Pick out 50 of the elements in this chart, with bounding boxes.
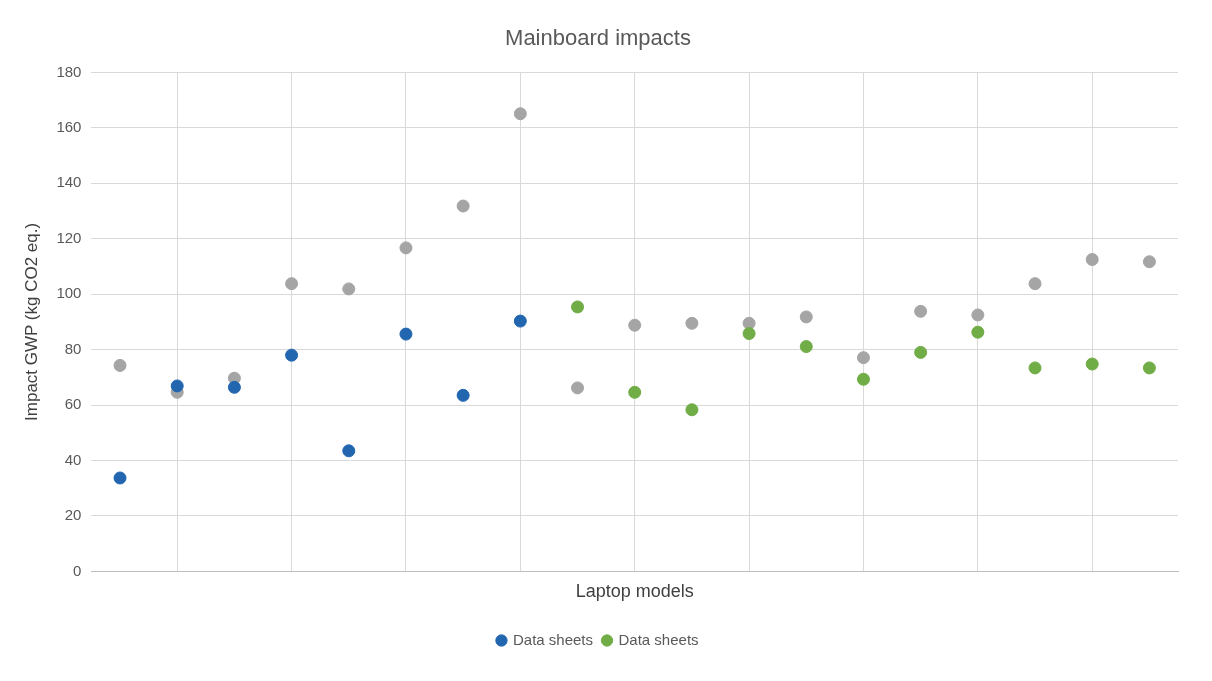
- point: [685, 403, 699, 417]
- point: [285, 277, 299, 291]
- point: [456, 199, 470, 213]
- x-axis-title: Laptop models: [575, 581, 694, 602]
- y-tick-label: 60: [64, 395, 82, 413]
- y-tick-label: 160: [56, 117, 82, 135]
- point: [399, 327, 413, 341]
- y-axis-title: Impact GWP (kg CO2 eq.): [21, 222, 41, 421]
- point: [342, 282, 356, 296]
- point: [914, 304, 928, 318]
- y-tick-label: 140: [56, 173, 82, 191]
- y-tick-label: 20: [64, 506, 82, 524]
- point: [742, 327, 756, 341]
- point: [571, 300, 585, 314]
- point: [170, 379, 184, 393]
- point: [914, 345, 928, 359]
- point: [1028, 361, 1042, 375]
- point: [971, 325, 985, 339]
- point: [513, 314, 527, 328]
- legend-label: Data sheets: [618, 630, 699, 648]
- point: [1028, 277, 1042, 291]
- point: [513, 107, 527, 121]
- point: [456, 388, 470, 402]
- point: [285, 348, 299, 362]
- point: [628, 318, 642, 332]
- point: [799, 340, 813, 354]
- point: [113, 471, 127, 485]
- y-tick-label: 180: [56, 62, 82, 80]
- point: [971, 308, 985, 322]
- point: [399, 241, 413, 255]
- y-tick-label: 80: [64, 339, 82, 357]
- point: [571, 381, 585, 395]
- chart-title: Mainboard impacts: [505, 25, 691, 51]
- y-tick-label: 100: [56, 284, 82, 302]
- point: [113, 358, 127, 372]
- point: [227, 380, 241, 394]
- point: [1085, 253, 1099, 267]
- point: [342, 444, 356, 458]
- legend-label: Data sheets: [512, 630, 593, 648]
- point: [1142, 255, 1156, 269]
- point: [1085, 357, 1099, 371]
- y-tick-label: 120: [56, 228, 82, 246]
- point: [856, 372, 870, 386]
- y-tick-label: 40: [64, 450, 82, 468]
- y-tick-label: 0: [73, 561, 82, 579]
- point: [856, 351, 870, 365]
- point: [1142, 361, 1156, 375]
- point: [628, 385, 642, 399]
- point: [685, 316, 699, 330]
- point: [799, 310, 813, 324]
